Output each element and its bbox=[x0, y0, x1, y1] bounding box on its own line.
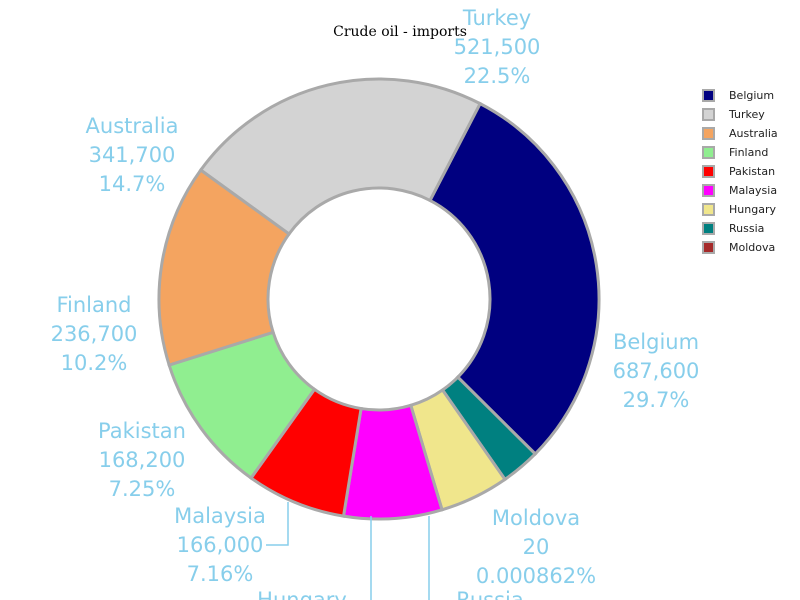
legend-item-finland[interactable]: Finland bbox=[702, 143, 778, 162]
slice-label-name-finland: Finland bbox=[56, 293, 131, 317]
slice-label-percent-pakistan: 7.25% bbox=[109, 477, 176, 501]
legend-swatch bbox=[702, 165, 715, 178]
slice-label-name-moldova: Moldova bbox=[492, 506, 580, 530]
legend-swatch bbox=[702, 146, 715, 159]
slice-label-name-russia: Russia bbox=[456, 588, 524, 600]
legend-swatch bbox=[702, 241, 715, 254]
slice-label-value-malaysia: 166,000 bbox=[177, 533, 264, 557]
legend-label: Malaysia bbox=[729, 184, 778, 197]
legend-label: Belgium bbox=[729, 89, 775, 102]
slice-label-percent-australia: 14.7% bbox=[99, 172, 166, 196]
legend-label: Turkey bbox=[729, 108, 765, 121]
slice-label-name-pakistan: Pakistan bbox=[98, 419, 186, 443]
legend-item-belgium[interactable]: Belgium bbox=[702, 86, 778, 105]
legend-label: Moldova bbox=[729, 241, 776, 254]
slice-label-name-hungary: Hungary bbox=[257, 588, 347, 600]
slice-label-value-pakistan: 168,200 bbox=[99, 448, 186, 472]
slice-label-percent-turkey: 22.5% bbox=[464, 64, 531, 88]
slice-label-percent-malaysia: 7.16% bbox=[187, 562, 254, 586]
slice-label-name-malaysia: Malaysia bbox=[174, 504, 266, 528]
leader-line-malaysia bbox=[266, 502, 289, 546]
legend-swatch bbox=[702, 203, 715, 216]
slice-turkey[interactable] bbox=[198, 77, 483, 237]
slice-label-name-belgium: Belgium bbox=[613, 330, 699, 354]
legend-swatch bbox=[702, 222, 715, 235]
legend-item-malaysia[interactable]: Malaysia bbox=[702, 181, 778, 200]
slice-belgium[interactable] bbox=[427, 101, 601, 457]
slice-label-value-turkey: 521,500 bbox=[454, 35, 541, 59]
slice-label-value-belgium: 687,600 bbox=[613, 359, 700, 383]
legend-swatch bbox=[702, 108, 715, 121]
legend-label: Russia bbox=[729, 222, 765, 235]
slice-label-value-australia: 341,700 bbox=[89, 143, 176, 167]
chart-title: Crude oil - imports bbox=[333, 24, 467, 40]
slice-label-percent-moldova: 0.000862% bbox=[476, 564, 596, 588]
legend-item-australia[interactable]: Australia bbox=[702, 124, 778, 143]
slice-label-value-finland: 236,700 bbox=[51, 322, 138, 346]
slice-australia[interactable] bbox=[157, 167, 292, 367]
legend-swatch bbox=[702, 89, 715, 102]
slice-label-name-turkey: Turkey bbox=[462, 6, 531, 30]
legend-label: Finland bbox=[729, 146, 769, 159]
chart-legend: Belgium Turkey Australia Finland Pakistan Mal… bbox=[702, 86, 778, 257]
legend-item-turkey[interactable]: Turkey bbox=[702, 105, 778, 124]
slice-label-name-australia: Australia bbox=[86, 114, 179, 138]
legend-swatch bbox=[702, 127, 715, 140]
legend-item-pakistan[interactable]: Pakistan bbox=[702, 162, 778, 181]
legend-label: Hungary bbox=[729, 203, 776, 216]
slice-label-value-moldova: 20 bbox=[523, 535, 550, 559]
legend-item-russia[interactable]: Russia bbox=[702, 219, 778, 238]
slice-label-percent-belgium: 29.7% bbox=[623, 388, 690, 412]
legend-label: Pakistan bbox=[729, 165, 776, 178]
slice-label-percent-finland: 10.2% bbox=[61, 351, 128, 375]
legend-item-moldova[interactable]: Moldova bbox=[702, 238, 778, 257]
legend-swatch bbox=[702, 184, 715, 197]
legend-item-hungary[interactable]: Hungary bbox=[702, 200, 778, 219]
legend-label: Australia bbox=[729, 127, 778, 140]
